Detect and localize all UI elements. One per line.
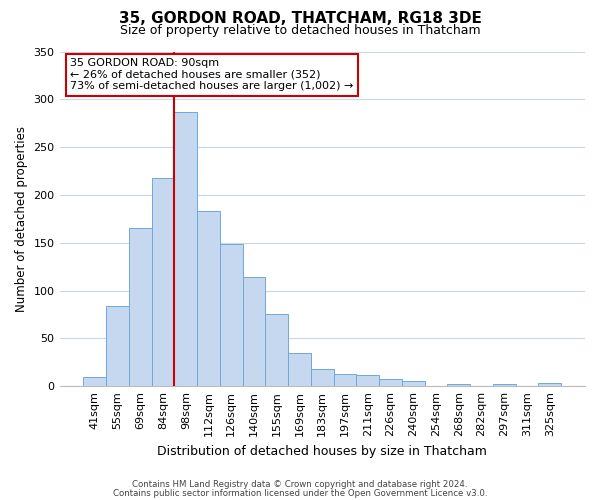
Bar <box>538 384 561 386</box>
Bar <box>402 382 425 386</box>
Text: Size of property relative to detached houses in Thatcham: Size of property relative to detached ho… <box>119 24 481 37</box>
Bar <box>493 384 515 386</box>
Y-axis label: Number of detached properties: Number of detached properties <box>15 126 28 312</box>
X-axis label: Distribution of detached houses by size in Thatcham: Distribution of detached houses by size … <box>157 444 487 458</box>
Bar <box>288 352 311 386</box>
Bar <box>334 374 356 386</box>
Bar <box>265 314 288 386</box>
Bar <box>242 277 265 386</box>
Bar <box>448 384 470 386</box>
Bar <box>197 211 220 386</box>
Bar <box>129 228 152 386</box>
Bar <box>379 378 402 386</box>
Text: 35 GORDON ROAD: 90sqm
← 26% of detached houses are smaller (352)
73% of semi-det: 35 GORDON ROAD: 90sqm ← 26% of detached … <box>70 58 353 92</box>
Text: Contains public sector information licensed under the Open Government Licence v3: Contains public sector information licen… <box>113 488 487 498</box>
Bar <box>311 369 334 386</box>
Bar <box>175 112 197 386</box>
Bar <box>152 178 175 386</box>
Text: Contains HM Land Registry data © Crown copyright and database right 2024.: Contains HM Land Registry data © Crown c… <box>132 480 468 489</box>
Text: 35, GORDON ROAD, THATCHAM, RG18 3DE: 35, GORDON ROAD, THATCHAM, RG18 3DE <box>119 11 481 26</box>
Bar <box>356 374 379 386</box>
Bar <box>220 244 242 386</box>
Bar <box>83 376 106 386</box>
Bar <box>106 306 129 386</box>
